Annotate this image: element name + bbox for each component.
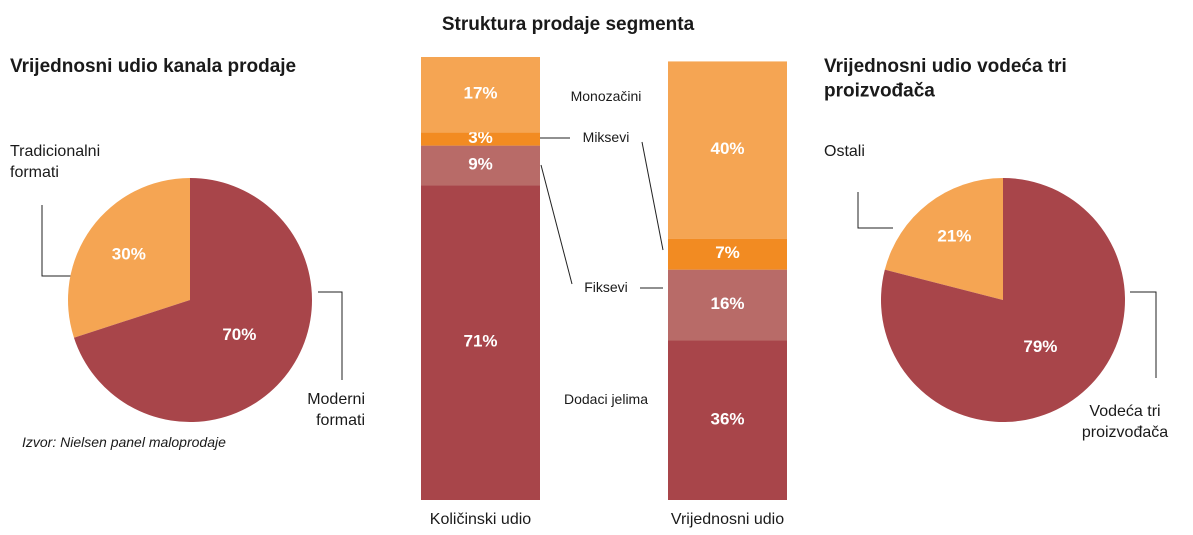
leader-line [41, 205, 72, 277]
category-label: Moderni formati [307, 391, 365, 429]
value-label: 17% [463, 84, 497, 103]
value-label: 3% [468, 128, 493, 147]
x-tick-label: Vrijednosni udio [671, 511, 784, 528]
leader-line [857, 192, 893, 229]
value-label: 71% [463, 332, 497, 351]
bar-segment [421, 57, 540, 133]
value-label: 21% [937, 227, 971, 246]
legend-label: Monozačini [571, 88, 642, 104]
bar-segment [421, 185, 540, 500]
source: Izvor: Nielsen panel maloprodaje [22, 434, 226, 450]
category-label: Vodeća tri proizvođača [1082, 403, 1168, 441]
leader-line [641, 141, 664, 251]
chart-title: Vrijednosni udio vodeća tri proizvođača [824, 56, 1067, 102]
category-label: Tradicionalni formati [10, 143, 100, 181]
legend-label: Dodaci jelima [564, 391, 648, 407]
pie-slice [73, 178, 313, 422]
leader-line [1130, 291, 1157, 378]
value-label: 40% [710, 140, 744, 159]
pie-slice [880, 178, 1125, 422]
chart-title: Vrijednosni udio kanala prodaje [10, 56, 296, 77]
x-tick-label: Količinski udio [430, 511, 531, 528]
value-label: 79% [1023, 338, 1057, 357]
value-label: 36% [710, 410, 744, 429]
chart-title: Struktura prodaje segmenta [442, 14, 695, 35]
leader-lines [41, 137, 1157, 380]
bar-segment [668, 61, 787, 239]
bar-segment [668, 269, 787, 341]
value-label: 30% [112, 245, 146, 264]
leader-line [318, 291, 343, 380]
bar-segment [421, 145, 540, 186]
value-label: 9% [468, 155, 493, 174]
pie-slice [884, 177, 1003, 300]
legend-label: Fiksevi [584, 279, 628, 295]
leader-line [540, 164, 573, 285]
bar-segment [668, 238, 787, 270]
value-label: 16% [710, 295, 744, 314]
bar-segment [668, 340, 787, 500]
value-label: 7% [715, 244, 740, 263]
legend-label: Miksevi [583, 129, 630, 145]
category-label: Ostali [824, 143, 865, 160]
value-label: 70% [222, 325, 256, 344]
bar-segment [421, 132, 540, 146]
pie-slice [67, 178, 190, 338]
